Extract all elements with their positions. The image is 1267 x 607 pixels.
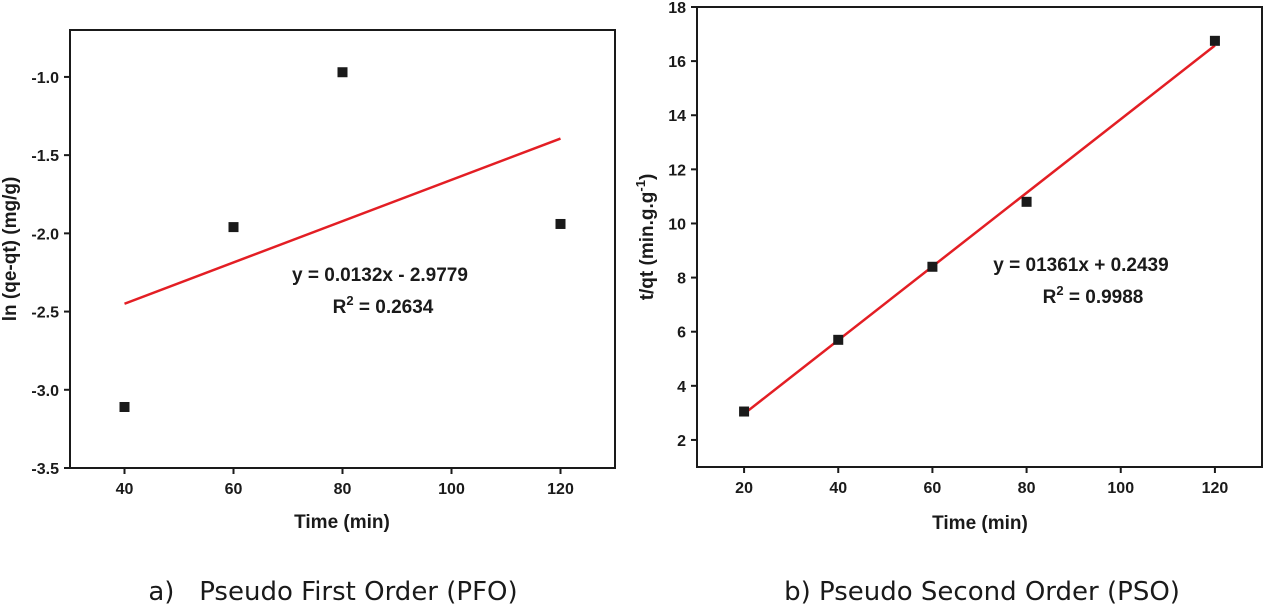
pso-y-tick-label: 4 xyxy=(677,379,686,396)
pso-x-tick-label: 60 xyxy=(924,480,942,497)
pso-y-axis-title: t/qt (min.g.g-1) xyxy=(633,174,658,301)
pfo-r2-value: = 0.2634 xyxy=(354,297,434,318)
pso-r2: R2 = 0.9988 xyxy=(1043,283,1144,308)
pfo-equation: y = 0.0132x - 2.9779 xyxy=(292,265,468,286)
pso-fit-line xyxy=(743,44,1216,415)
pfo-x-tick-label: 80 xyxy=(334,481,352,498)
pso-data-point xyxy=(833,334,844,345)
pso-x-tick-label: 100 xyxy=(1107,480,1134,497)
pso-y-title-main: t/qt (min.g.g xyxy=(637,192,658,301)
pfo-data-point xyxy=(555,218,566,229)
pso-x-tick-label: 120 xyxy=(1202,480,1229,497)
pso-y-ticks: 2 4 6 8 10 12 14 16 18 xyxy=(668,0,697,450)
pfo-data-point xyxy=(228,222,239,233)
pfo-y-tick-label: -1.0 xyxy=(31,70,59,87)
pfo-panel: 40 60 80 100 120 -3.5 -3.0 -2.5 -2.0 -1.5 -1.0 Ti… xyxy=(0,29,616,607)
pfo-data-point xyxy=(119,401,130,412)
pso-y-title-sup: -1 xyxy=(633,180,648,192)
pso-y-tick-label: 12 xyxy=(668,162,686,179)
pfo-y-tick-label: -3.5 xyxy=(31,461,59,478)
pfo-data-point xyxy=(337,67,348,78)
pfo-y-axis-title: ln (qe-qt) (mg/g) xyxy=(0,177,21,322)
pfo-x-axis-title: Time (min) xyxy=(294,512,390,533)
pso-r2-sup: 2 xyxy=(1056,283,1063,298)
pso-data-point xyxy=(1209,35,1220,46)
pfo-x-tick-label: 40 xyxy=(116,481,134,498)
pfo-r2-sup: 2 xyxy=(346,293,353,308)
pfo-x-ticks: 40 60 80 100 120 xyxy=(116,468,574,498)
pso-y-tick-label: 16 xyxy=(668,54,686,71)
pso-caption: b) Pseudo Second Order (PSO) xyxy=(784,577,1180,607)
pso-data-point xyxy=(1021,196,1032,207)
pso-data-points xyxy=(739,35,1220,417)
pfo-x-tick-label: 100 xyxy=(438,481,465,498)
pso-x-tick-label: 20 xyxy=(735,480,753,497)
pso-x-tick-label: 40 xyxy=(829,480,847,497)
pfo-y-tick-label: -2.0 xyxy=(31,226,59,243)
pso-data-point xyxy=(927,261,938,272)
pso-r2-value: = 0.9988 xyxy=(1064,287,1144,308)
pfo-y-tick-label: -2.5 xyxy=(31,305,59,322)
pso-x-axis-title: Time (min) xyxy=(932,513,1028,534)
pso-y-tick-label: 14 xyxy=(668,108,686,125)
pfo-y-ticks: -3.5 -3.0 -2.5 -2.0 -1.5 -1.0 xyxy=(31,70,70,478)
pso-x-ticks: 20 40 60 80 100 120 xyxy=(735,467,1228,497)
pfo-y-tick-label: -3.0 xyxy=(31,383,59,400)
pso-r2-label: R xyxy=(1043,287,1057,308)
pso-plot-frame xyxy=(696,6,1263,468)
pso-y-title-end: ) xyxy=(637,174,658,180)
pso-y-tick-label: 6 xyxy=(677,325,686,342)
pso-data-point xyxy=(739,406,750,417)
pfo-caption: a) Pseudo First Order (PFO) xyxy=(148,577,517,607)
pso-x-tick-label: 80 xyxy=(1018,480,1036,497)
pfo-plot-frame xyxy=(69,29,616,469)
pso-y-tick-label: 2 xyxy=(677,433,686,450)
pfo-r2: R2 = 0.2634 xyxy=(333,293,434,318)
pfo-r2-label: R xyxy=(333,297,347,318)
pso-panel: 20 40 60 80 100 120 2 4 6 8 10 12 14 16 18 Time (min)… xyxy=(633,0,1263,607)
pso-equation: y = 01361x + 0.2439 xyxy=(993,255,1168,276)
pfo-data-points xyxy=(119,67,566,412)
pso-y-tick-label: 18 xyxy=(668,0,686,17)
pfo-x-tick-label: 120 xyxy=(547,481,574,498)
pso-y-tick-label: 8 xyxy=(677,271,686,288)
pso-y-tick-label: 10 xyxy=(668,216,686,233)
pfo-x-tick-label: 60 xyxy=(225,481,243,498)
pfo-y-tick-label: -1.5 xyxy=(31,148,59,165)
pfo-fit-line xyxy=(124,137,561,305)
